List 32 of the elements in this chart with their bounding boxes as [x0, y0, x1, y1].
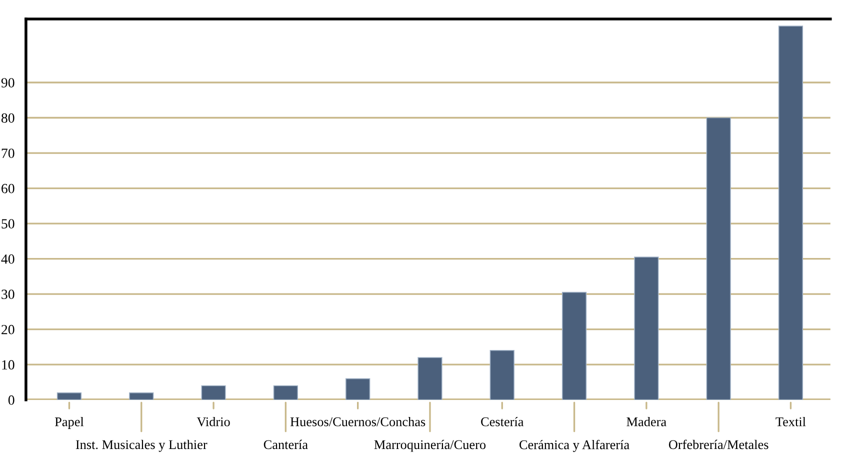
x-tick-label: Huesos/Cuernos/Conchas	[290, 416, 426, 426]
x-tick-label: Papel	[54, 416, 84, 429]
y-tick-label: 10	[2, 360, 14, 370]
x-tick-label: Cestería	[481, 416, 524, 426]
y-tick-label: 90	[1, 78, 14, 88]
y-tick-label: 80	[1, 113, 14, 123]
bar	[273, 385, 298, 400]
bar	[201, 385, 226, 400]
y-tick-label: 60	[2, 184, 14, 194]
y-tick-label: 40	[1, 254, 14, 264]
bar	[129, 392, 154, 400]
bar	[778, 26, 804, 400]
bar	[418, 357, 442, 400]
y-tick-label: 70	[2, 148, 14, 158]
x-tick-label: Cantería	[264, 440, 308, 450]
x-tick-label: Orfebrería/Metales	[668, 440, 768, 450]
bar	[490, 350, 514, 400]
y-tick-label: 0	[8, 395, 14, 405]
x-tick-label: Madera	[626, 416, 666, 426]
bar	[56, 392, 82, 400]
y-tick-label: 20	[2, 324, 14, 334]
x-tick-label: Inst. Musicales y Luthier	[76, 440, 208, 452]
x-tick-label: Marroquinería/Cuero	[374, 440, 486, 452]
bar	[706, 117, 731, 400]
y-tick-label: 50	[2, 219, 14, 228]
x-tick-label: Cerámica y Alfarería	[520, 440, 630, 452]
y-tick-label: 30	[2, 290, 14, 300]
bar	[562, 292, 587, 400]
x-tick-label: Vidrio	[196, 416, 230, 426]
bar	[346, 378, 370, 400]
x-tick-label: Textil	[776, 416, 806, 426]
bar	[634, 256, 659, 400]
